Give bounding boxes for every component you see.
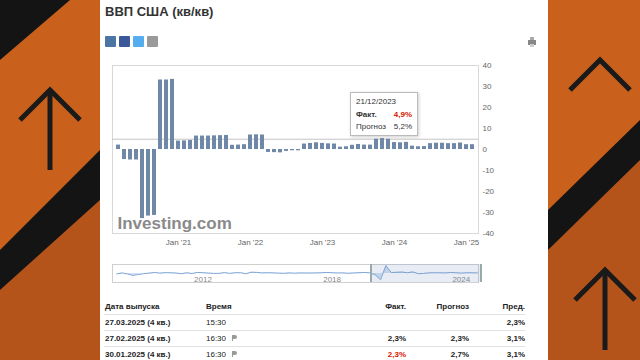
html-text:2,3%: 2,3% bbox=[450, 334, 469, 343]
svg-text:30: 30 bbox=[483, 82, 492, 91]
html-text:3,1%: 3,1% bbox=[506, 334, 525, 343]
svg-text:-10: -10 bbox=[483, 166, 495, 175]
html-text:Прогноз: Прогноз bbox=[356, 122, 386, 131]
html-text:30.01.2025 (4 кв.): 30.01.2025 (4 кв.) bbox=[105, 350, 171, 359]
svg-text:Jan '25: Jan '25 bbox=[454, 238, 480, 247]
svg-text:-40: -40 bbox=[483, 229, 495, 238]
html-text:ВВП США (кв/кв): ВВП США (кв/кв) bbox=[105, 4, 214, 19]
svg-text:10: 10 bbox=[483, 124, 492, 133]
html-text:Время: Время bbox=[206, 302, 232, 311]
svg-text:-20: -20 bbox=[483, 187, 495, 196]
html-text:Прогноз: Прогноз bbox=[436, 302, 469, 311]
svg-text:Investing.com: Investing.com bbox=[118, 214, 232, 233]
svg-text:Jan '23: Jan '23 bbox=[310, 238, 336, 247]
svg-text:20: 20 bbox=[483, 103, 492, 112]
html-text:Факт.: Факт. bbox=[385, 302, 406, 311]
svg-text:2012: 2012 bbox=[194, 274, 212, 284]
html-text:27.02.2025 (4 кв.): 27.02.2025 (4 кв.) bbox=[105, 334, 171, 343]
svg-text:Jan '21: Jan '21 bbox=[166, 238, 192, 247]
svg-text:0: 0 bbox=[483, 145, 488, 154]
html-text:2,7%: 2,7% bbox=[450, 350, 469, 359]
html-text:2,3%: 2,3% bbox=[506, 318, 525, 327]
html-text:3,1%: 3,1% bbox=[506, 350, 525, 359]
html-text:15:30: 15:30 bbox=[206, 318, 226, 327]
html-text:4,9%: 4,9% bbox=[393, 110, 412, 119]
svg-text:-30: -30 bbox=[483, 208, 495, 217]
html-text:27.03.2025 (4 кв.): 27.03.2025 (4 кв.) bbox=[105, 318, 171, 327]
html-text:Пред.: Пред. bbox=[502, 302, 525, 311]
html-text:5,2%: 5,2% bbox=[393, 122, 412, 131]
svg-text:40: 40 bbox=[483, 61, 492, 70]
svg-text:2018: 2018 bbox=[323, 274, 341, 284]
html-text:Факт.: Факт. bbox=[356, 110, 377, 119]
html-text:16:30: 16:30 bbox=[206, 350, 226, 359]
svg-text:Jan '22: Jan '22 bbox=[238, 238, 264, 247]
html-text:Дата выпуска: Дата выпуска bbox=[105, 302, 160, 311]
svg-text:Jan '24: Jan '24 bbox=[382, 238, 408, 247]
html-text:2,3%: 2,3% bbox=[387, 350, 406, 359]
html-text:16:30: 16:30 bbox=[206, 334, 226, 343]
html-text:21/12/2023: 21/12/2023 bbox=[356, 97, 396, 106]
html-text:2,3%: 2,3% bbox=[387, 334, 406, 343]
